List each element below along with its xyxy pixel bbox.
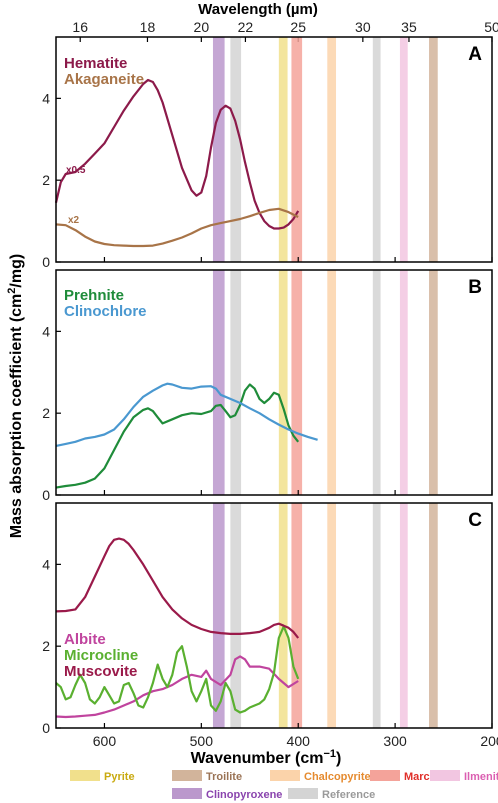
x-tick-label: 200 [480, 733, 498, 749]
bottom-axis-ticks: 600 500 400 300 200 [93, 733, 498, 749]
panel-letter-A: A [468, 44, 482, 65]
top-axis-ticks: 16 18 20 22 25 30 35 50 [72, 19, 498, 42]
top-tick-label: 50 [484, 19, 498, 35]
band-marcasite-panel-A [291, 37, 303, 262]
y-tick-label: 4 [42, 323, 50, 339]
legend-label-ilmenite: Ilmenite [464, 771, 498, 783]
legend-prehnite: Prehnite [64, 287, 124, 304]
legend-swatch-clinopyroxene [172, 788, 202, 799]
annotation-akaganeite-scale: x2 [68, 215, 80, 226]
band-pyrite-panel-A [278, 37, 288, 262]
legend-swatch-ilmenite [430, 770, 460, 781]
y-tick-label: 4 [42, 90, 50, 106]
y-tick-label: 4 [42, 556, 50, 572]
legend-hematite: Hematite [64, 55, 127, 72]
panel-letter-B: B [468, 277, 482, 298]
legend-swatch-pyrite [70, 770, 100, 781]
band-ilmenite-panel-A [399, 37, 408, 262]
band-chalcopyrite-panel-A [327, 37, 337, 262]
top-tick-label: 30 [355, 19, 371, 35]
legend-swatch-reference [288, 788, 318, 799]
top-tick-label: 35 [401, 19, 417, 35]
top-tick-label: 25 [290, 19, 306, 35]
legend-label-pyrite: Pyrite [104, 771, 135, 783]
annotation-hematite-scale: x0.5 [66, 165, 86, 176]
x-tick-label: 300 [383, 733, 407, 749]
panel-frame-C [55, 502, 493, 729]
legend-clinochlore: Clinochlore [64, 303, 147, 320]
band-reference-2-panel-C [372, 503, 381, 728]
panel-frame-B [55, 269, 493, 496]
series-akaganeite-line [55, 207, 299, 248]
band-reference-panel-C [230, 503, 242, 728]
y-tick-label: 2 [42, 405, 50, 421]
legend-swatch-troilite [172, 770, 202, 781]
band-clinopyroxene-panel-C [212, 503, 225, 728]
series-hematite-line [54, 78, 300, 230]
x-tick-label: 600 [93, 733, 117, 749]
series-muscovite-line [55, 537, 300, 639]
band-troilite-panel-C [429, 503, 438, 728]
series-albite-line [55, 655, 299, 719]
top-tick-label: 22 [238, 19, 254, 35]
band-clinopyroxene-panel-B [212, 270, 225, 495]
band-chalcopyrite-panel-B [327, 270, 337, 495]
band-clinopyroxene-panel-A [212, 37, 225, 262]
top-tick-label: 20 [194, 19, 210, 35]
series-prehnite-line [55, 383, 300, 489]
top-axis-title: Wavelength (µm) [198, 1, 318, 18]
band-ilmenite-panel-C [399, 503, 408, 728]
top-tick-label: 18 [140, 19, 156, 35]
x-axis-title: Wavenumber (cm−1) [191, 748, 342, 767]
legend-label-troilite: Troilite [206, 771, 242, 783]
y-tick-label: 0 [42, 254, 50, 270]
band-reference-panel-B [230, 270, 242, 495]
panel-frame-A [55, 36, 493, 263]
band-troilite-panel-B [429, 270, 438, 495]
band-pyrite-panel-B [278, 270, 288, 495]
y-tick-label: 2 [42, 172, 50, 188]
panel-letter-C: C [468, 510, 482, 531]
band-reference-2-panel-B [372, 270, 381, 495]
band-ilmenite-panel-B [399, 270, 408, 495]
legend-muscovite: Muscovite [64, 663, 137, 680]
band-pyrite-panel-C [278, 503, 288, 728]
band-marcasite-panel-C [291, 503, 303, 728]
legend-label-reference: Reference [322, 789, 375, 801]
y-tick-label: 2 [42, 638, 50, 654]
band-reference-2-panel-A [372, 37, 381, 262]
legend-swatch-chalcopyrite [270, 770, 300, 781]
legend-microcline: Microcline [64, 647, 138, 664]
legend-label-clinopyroxene: Clinopyroxene [206, 789, 282, 801]
y-tick-label: 0 [42, 720, 50, 736]
legend-akaganeite: Akaganeite [64, 71, 144, 88]
band-troilite-panel-A [429, 37, 438, 262]
band-marcasite-panel-B [291, 270, 303, 495]
y-axis-title: Mass absorption coefficient (cm2/mg) [6, 254, 25, 538]
band-legend: Pyrite Troilite Chalcopyrite Marcasite Ilmen… [70, 770, 498, 801]
legend-label-chalcopyrite: Chalcopyrite [304, 771, 371, 783]
x-tick-label: 500 [190, 733, 214, 749]
series-microcline-line [55, 625, 300, 714]
x-tick-label: 400 [287, 733, 311, 749]
legend-albite: Albite [64, 631, 106, 648]
band-chalcopyrite-panel-C [327, 503, 337, 728]
top-tick-label: 16 [72, 19, 88, 35]
legend-swatch-marcasite [370, 770, 400, 781]
series-clinochlore-line [55, 382, 318, 447]
y-tick-label: 0 [42, 487, 50, 503]
band-reference-panel-A [230, 37, 242, 262]
